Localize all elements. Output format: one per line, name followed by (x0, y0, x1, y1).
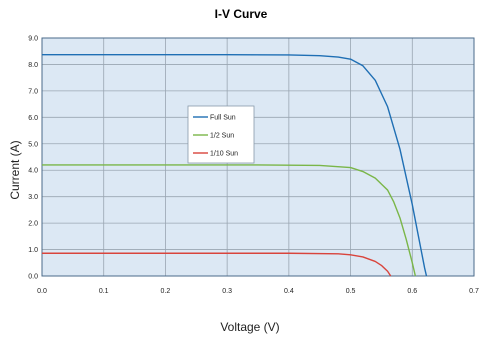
x-tick-label: 0.6 (407, 288, 417, 295)
y-tick-label: 6.0 (28, 115, 38, 122)
y-tick-label: 3.0 (28, 194, 38, 201)
x-tick-label: 0.1 (99, 288, 109, 295)
x-tick-label: 0.0 (37, 288, 47, 295)
x-tick-label: 0.2 (161, 288, 171, 295)
x-tick-label: 0.5 (346, 288, 356, 295)
y-tick-label: 5.0 (28, 141, 38, 148)
x-tick-label: 0.3 (222, 288, 232, 295)
y-axis-label: Current (A) (8, 140, 22, 199)
x-tick-label: 0.7 (469, 288, 479, 295)
plot-frame (41, 37, 475, 277)
series-line-0 (42, 53, 428, 277)
legend-label-0: Full Sun (210, 115, 236, 122)
y-tick-label: 2.0 (28, 221, 38, 228)
plot-background (42, 38, 474, 276)
series-line-1 (42, 164, 417, 277)
y-tick-label: 0.0 (28, 274, 38, 281)
y-tick-label: 7.0 (28, 88, 38, 95)
y-tick-label: 8.0 (28, 62, 38, 69)
plot-area: 0.0 0.1 0.2 0.3 0.4 0.5 0.6 0.7 0.0 1.0 2.0 3.0 4.0 5… (28, 36, 479, 296)
series-line-2 (42, 252, 392, 277)
y-tick-label: 9.0 (28, 36, 38, 43)
x-tick-label: 0.4 (284, 288, 294, 295)
x-axis-label: Voltage (V) (220, 320, 279, 334)
legend-label-2: 1/10 Sun (210, 151, 238, 158)
y-tick-label: 1.0 (28, 247, 38, 254)
chart-title: I-V Curve (215, 7, 268, 21)
y-tick-label: 4.0 (28, 168, 38, 175)
legend-label-1: 1/2 Sun (210, 133, 234, 140)
